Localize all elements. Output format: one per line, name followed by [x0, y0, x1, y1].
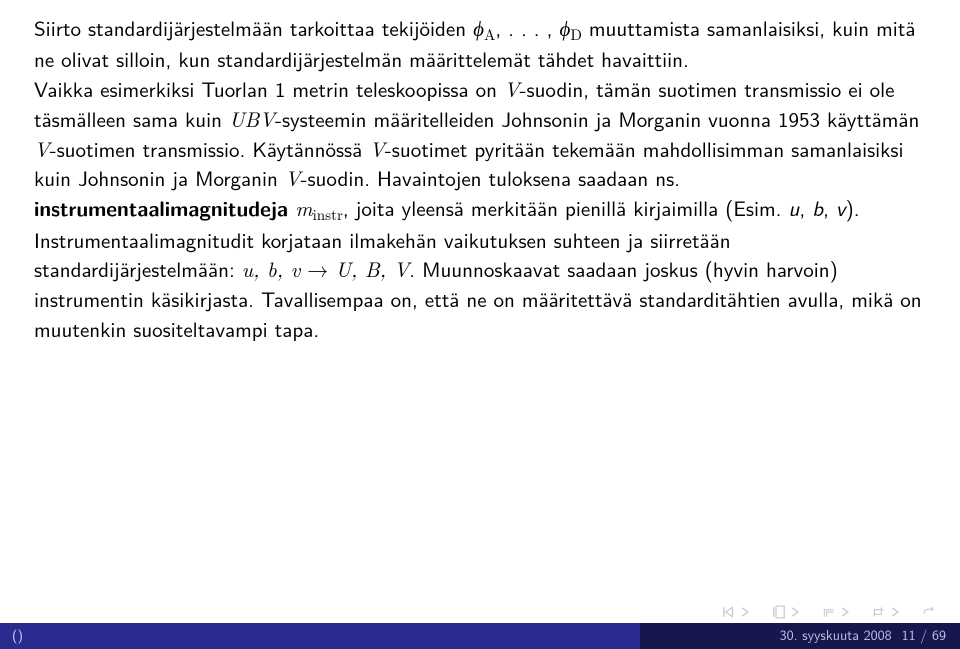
var-m: m — [288, 193, 313, 223]
footer-date: 30. syyskuuta 2008 — [780, 626, 892, 646]
text: , . . . , — [495, 13, 559, 43]
footer-mid — [320, 623, 640, 649]
var-ubv: UBV — [229, 104, 275, 134]
vars-ubv-up: U, B, V — [335, 254, 409, 284]
subscript-a: A — [484, 24, 495, 45]
symbol-phi-d: ϕ — [559, 13, 570, 43]
back-icon — [922, 605, 936, 619]
footer-bar: () 30. syyskuuta 2008 11 / 69 — [0, 623, 960, 649]
text: Vaikka esimerkiksi Tuorlan 1 metrin tele… — [34, 74, 504, 104]
nav-prev[interactable] — [772, 605, 802, 619]
footer-author: () — [12, 626, 23, 646]
var-b: b — [812, 193, 823, 223]
footer-right: 30. syyskuuta 2008 11 / 69 — [640, 623, 960, 649]
subscript-d: D — [570, 24, 582, 45]
section-next-icon — [872, 605, 886, 619]
nav-section-next[interactable] — [872, 605, 902, 619]
chevron-right-icon — [888, 605, 902, 619]
var-v: V — [369, 134, 385, 164]
text: Siirto standardijärjestelmään tarkoittaa… — [34, 13, 473, 43]
subscript-instr: instr — [313, 204, 343, 225]
nav-first[interactable] — [722, 605, 752, 619]
var-v: V — [504, 74, 520, 104]
text: -systeemin määritelleiden Johnsonin ja M… — [275, 104, 919, 134]
var-v-low: v — [836, 193, 846, 223]
arrow: → — [300, 254, 335, 284]
nav-controls — [722, 605, 936, 619]
slide-body: Siirto standardijärjestelmään tarkoittaa… — [0, 0, 960, 623]
var-v: V — [285, 163, 301, 193]
text: , — [799, 193, 812, 223]
bold-term: instrumentaalimagnitudeja — [34, 193, 288, 223]
symbol-phi-a: ϕ — [473, 13, 484, 43]
slide-page: Siirto standardijärjestelmään tarkoittaa… — [0, 0, 960, 649]
text: -suodin. Havaintojen tuloksena saadaan n… — [301, 163, 680, 193]
text: , — [823, 193, 836, 223]
text: , joita yleensä merkitään pienillä kirja… — [343, 193, 789, 223]
prev-slide-icon — [772, 605, 786, 619]
paragraph-1: Siirto standardijärjestelmään tarkoittaa… — [34, 14, 926, 75]
section-prev-icon — [822, 605, 836, 619]
vars-ubv-low: u, b, v — [242, 254, 301, 284]
text: -suotimen transmissio. Käytännössä — [50, 134, 370, 164]
nav-back[interactable] — [922, 605, 936, 619]
chevron-right-icon — [738, 605, 752, 619]
paragraph-2: Vaikka esimerkiksi Tuorlan 1 metrin tele… — [34, 75, 926, 345]
chevron-right-icon — [788, 605, 802, 619]
var-u: u — [789, 193, 800, 223]
footer-left: () — [0, 623, 320, 649]
footer-page: 11 / 69 — [902, 626, 946, 646]
nav-section-prev[interactable] — [822, 605, 852, 619]
var-v: V — [34, 134, 50, 164]
chevron-right-icon — [838, 605, 852, 619]
first-slide-icon — [722, 605, 736, 619]
